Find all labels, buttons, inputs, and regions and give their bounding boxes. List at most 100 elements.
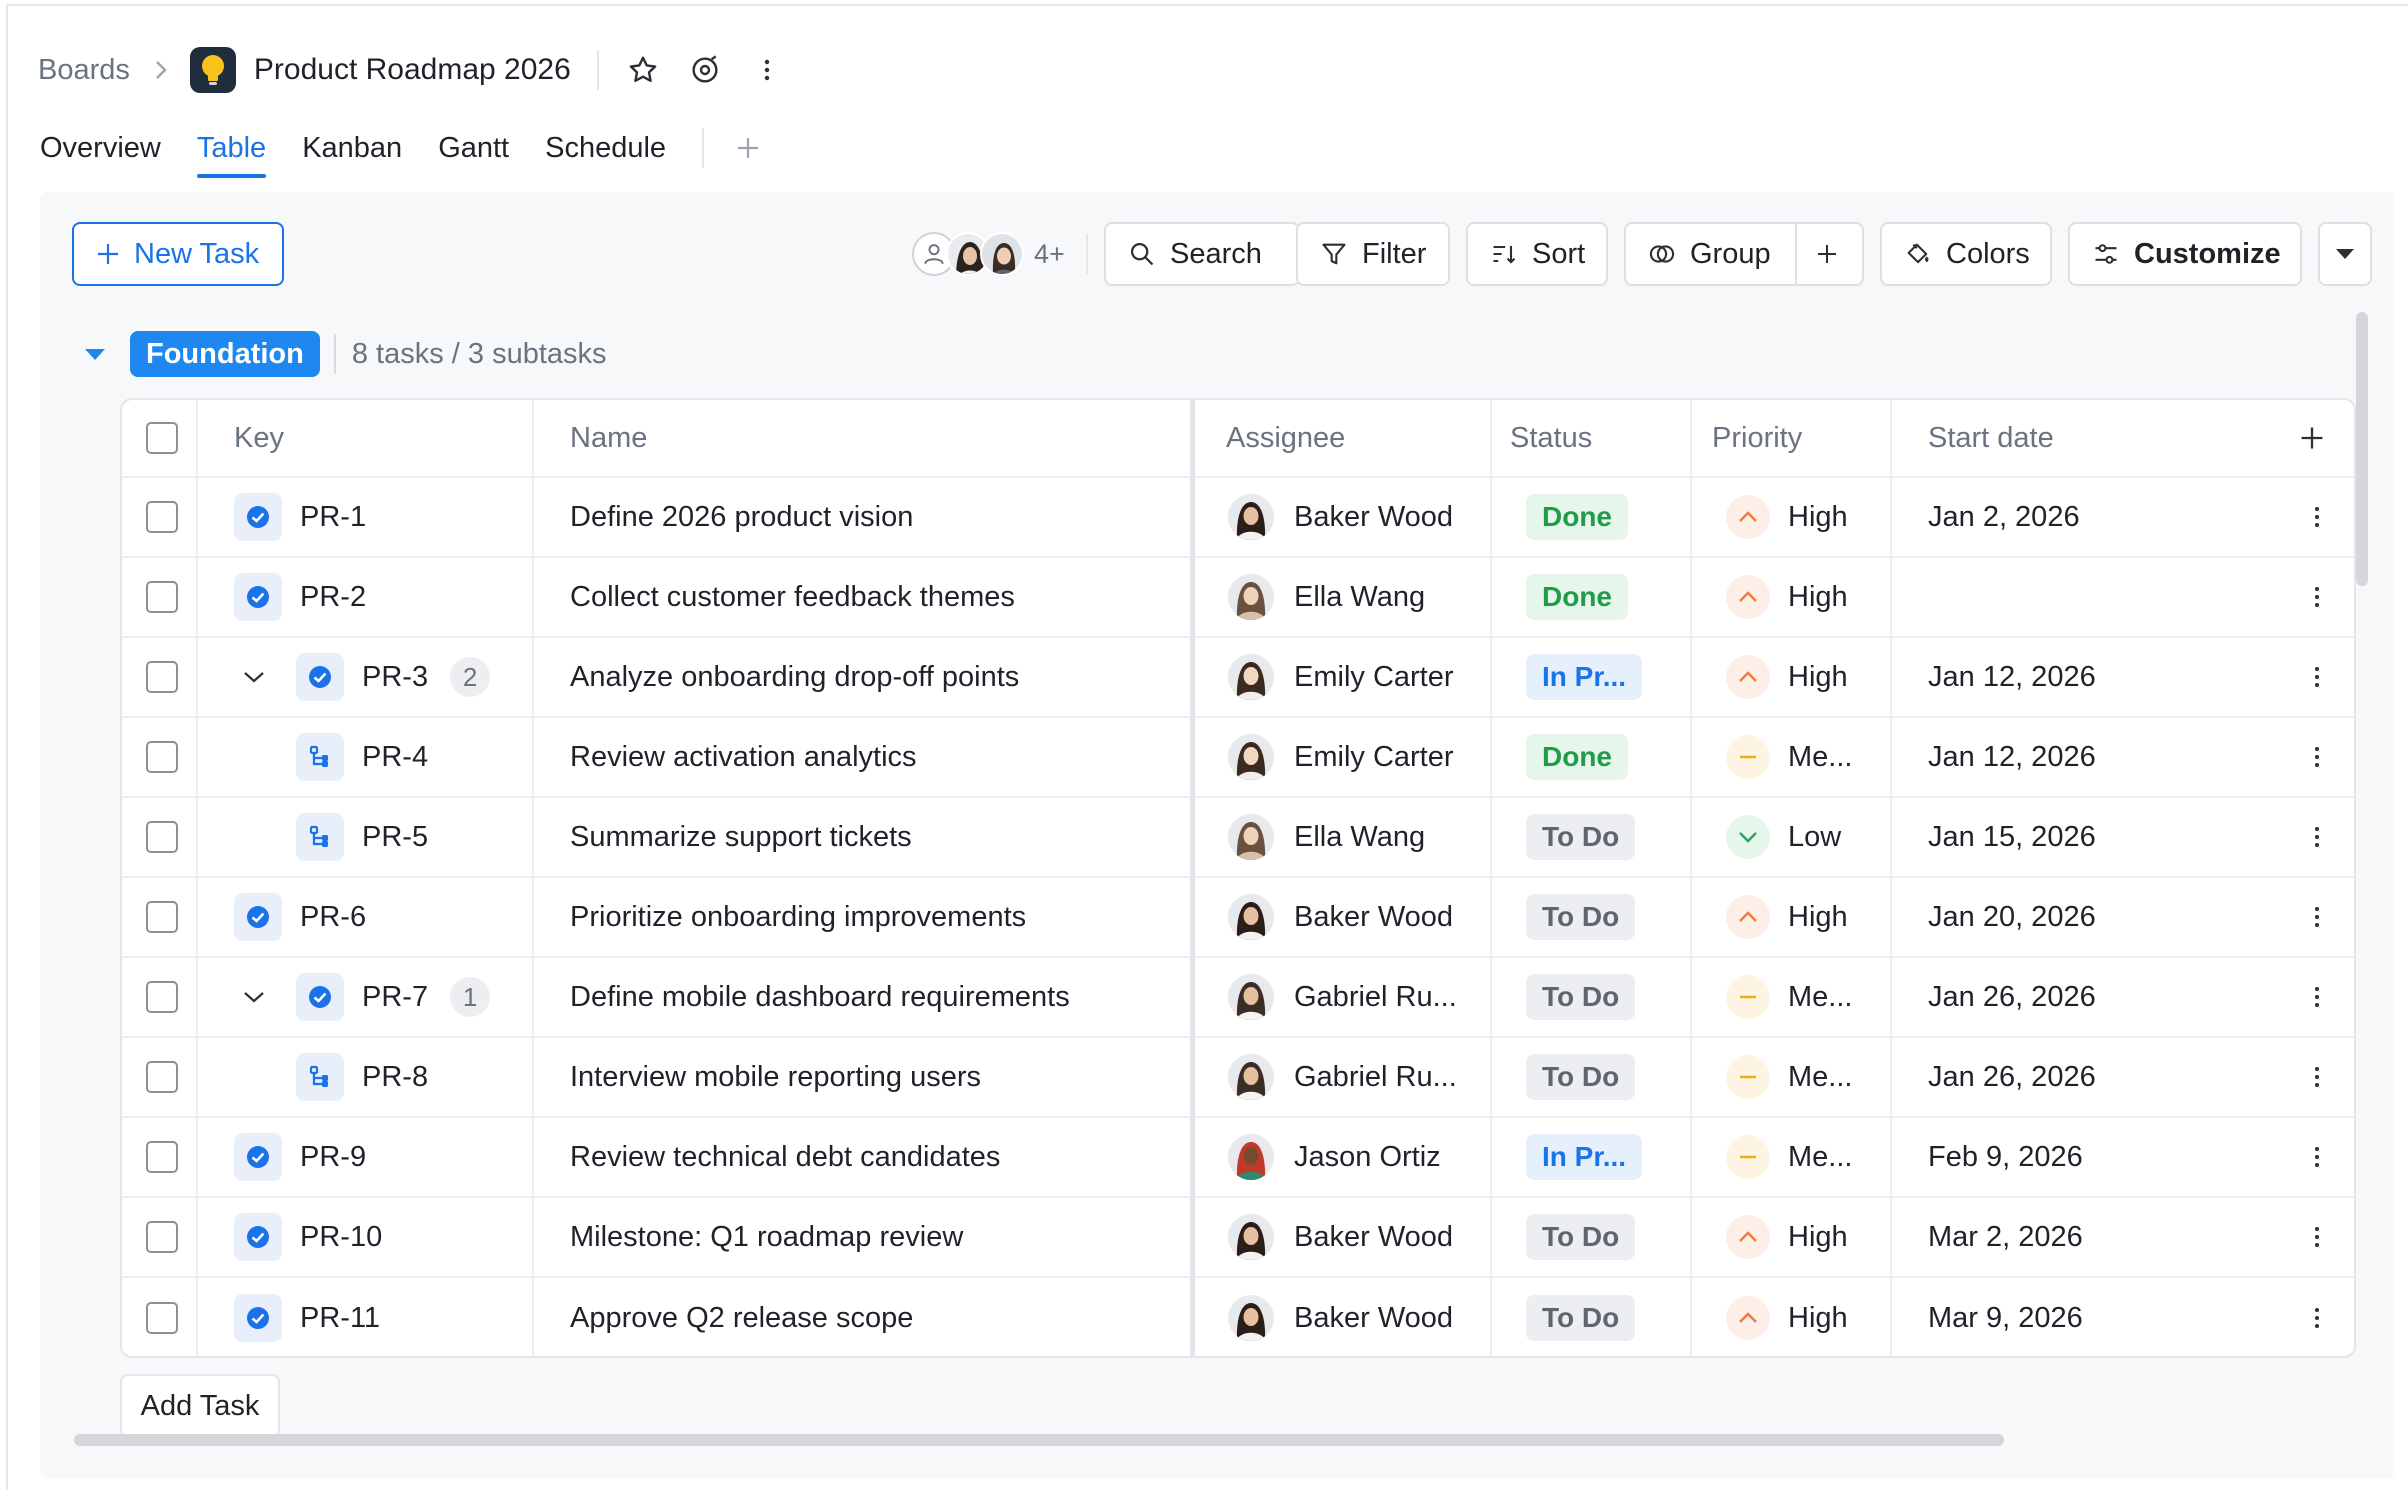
- task-name[interactable]: Review technical debt candidates: [570, 1140, 1001, 1173]
- search-button[interactable]: Search: [1104, 222, 1300, 286]
- start-date[interactable]: Jan 26, 2026: [1928, 980, 2096, 1013]
- table-row[interactable]: PR-4 Review activation analytics Emily Car…: [122, 718, 2354, 798]
- task-name[interactable]: Review activation analytics: [570, 740, 917, 773]
- task-name[interactable]: Collect customer feedback themes: [570, 580, 1015, 613]
- more-options-dropdown[interactable]: [2318, 222, 2372, 286]
- table-row[interactable]: PR-6 Prioritize onboarding improvements Ba…: [122, 878, 2354, 958]
- row-more-icon[interactable]: [2302, 1057, 2332, 1097]
- task-key[interactable]: PR-9: [300, 1140, 367, 1173]
- status-cell[interactable]: Done: [1526, 478, 1628, 556]
- assignee-cell[interactable]: Baker Wood: [1228, 478, 1453, 556]
- row-checkbox[interactable]: [146, 501, 178, 533]
- status-cell[interactable]: To Do: [1526, 1198, 1636, 1276]
- status-cell[interactable]: In Pr...: [1526, 1118, 1643, 1196]
- sort-button[interactable]: Sort: [1466, 222, 1608, 286]
- row-checkbox[interactable]: [146, 1302, 178, 1334]
- group-badge[interactable]: Foundation: [130, 331, 320, 377]
- start-date[interactable]: Feb 9, 2026: [1928, 1140, 2083, 1173]
- column-header-assignee[interactable]: Assignee: [1226, 421, 1346, 454]
- row-checkbox[interactable]: [146, 981, 178, 1013]
- vertical-scrollbar[interactable]: [2356, 312, 2368, 586]
- row-more-icon[interactable]: [2302, 577, 2332, 617]
- task-name[interactable]: Define mobile dashboard requirements: [570, 980, 1070, 1013]
- row-more-icon[interactable]: [2302, 497, 2332, 537]
- status-cell[interactable]: Done: [1526, 718, 1628, 796]
- task-key[interactable]: PR-2: [300, 580, 367, 613]
- priority-cell[interactable]: Me...: [1726, 958, 1852, 1036]
- row-more-icon[interactable]: [2302, 657, 2332, 697]
- assignee-cell[interactable]: Ella Wang: [1228, 798, 1425, 876]
- table-row[interactable]: PR-2 Collect customer feedback themes Ella…: [122, 558, 2354, 638]
- add-task-button[interactable]: Add Task: [120, 1374, 280, 1438]
- task-name[interactable]: Milestone: Q1 roadmap review: [570, 1220, 964, 1253]
- status-cell[interactable]: To Do: [1526, 1038, 1636, 1116]
- task-name[interactable]: Analyze onboarding drop-off points: [570, 660, 1020, 693]
- priority-cell[interactable]: High: [1726, 1198, 1848, 1276]
- start-date[interactable]: Mar 2, 2026: [1928, 1220, 2083, 1253]
- task-key[interactable]: PR-8: [362, 1060, 429, 1093]
- priority-cell[interactable]: High: [1726, 558, 1848, 636]
- group-button[interactable]: Group: [1624, 222, 1864, 286]
- table-row[interactable]: PR-8 Interview mobile reporting users Gabr…: [122, 1038, 2354, 1118]
- row-checkbox[interactable]: [146, 1221, 178, 1253]
- task-key[interactable]: PR-5: [362, 820, 429, 853]
- table-row[interactable]: PR-7 1 Define mobile dashboard requirement…: [122, 958, 2354, 1038]
- tab-table[interactable]: Table: [196, 126, 267, 180]
- row-checkbox[interactable]: [146, 741, 178, 773]
- task-key[interactable]: PR-4: [362, 740, 429, 773]
- assignee-cell[interactable]: Gabriel Ru...: [1228, 958, 1457, 1036]
- start-date[interactable]: Jan 12, 2026: [1928, 740, 2096, 773]
- task-key[interactable]: PR-1: [300, 500, 367, 533]
- row-checkbox[interactable]: [146, 821, 178, 853]
- priority-cell[interactable]: High: [1726, 878, 1848, 956]
- collapse-caret-icon[interactable]: [80, 339, 110, 369]
- status-cell[interactable]: To Do: [1526, 958, 1636, 1036]
- column-header-key[interactable]: Key: [234, 421, 284, 454]
- expand-chevron-icon[interactable]: [234, 657, 274, 697]
- table-row[interactable]: PR-1 Define 2026 product vision Baker Wood…: [122, 478, 2354, 558]
- assignee-cell[interactable]: Emily Carter: [1228, 638, 1454, 716]
- table-row[interactable]: PR-5 Summarize support tickets Ella Wang To…: [122, 798, 2354, 878]
- select-all-checkbox[interactable]: [146, 422, 178, 454]
- table-row[interactable]: PR-11 Approve Q2 release scope Baker Wood T…: [122, 1278, 2354, 1356]
- row-checkbox[interactable]: [146, 661, 178, 693]
- task-name[interactable]: Prioritize onboarding improvements: [570, 900, 1027, 933]
- assignee-cell[interactable]: Gabriel Ru...: [1228, 1038, 1457, 1116]
- row-more-icon[interactable]: [2302, 1217, 2332, 1257]
- tab-gantt[interactable]: Gantt: [438, 132, 510, 164]
- row-more-icon[interactable]: [2302, 737, 2332, 777]
- task-key[interactable]: PR-3: [362, 660, 429, 693]
- start-date[interactable]: Jan 12, 2026: [1928, 660, 2096, 693]
- status-cell[interactable]: In Pr...: [1526, 638, 1643, 716]
- task-name[interactable]: Interview mobile reporting users: [570, 1060, 982, 1093]
- assignee-cell[interactable]: Baker Wood: [1228, 1198, 1453, 1276]
- row-more-icon[interactable]: [2302, 1137, 2332, 1177]
- priority-cell[interactable]: Me...: [1726, 1038, 1852, 1116]
- assignee-cell[interactable]: Baker Wood: [1228, 878, 1453, 956]
- status-cell[interactable]: To Do: [1526, 878, 1636, 956]
- row-more-icon[interactable]: [2302, 897, 2332, 937]
- row-checkbox[interactable]: [146, 901, 178, 933]
- task-name[interactable]: Define 2026 product vision: [570, 500, 914, 533]
- breadcrumb-boards-link[interactable]: Boards: [38, 53, 130, 86]
- start-date[interactable]: Jan 20, 2026: [1928, 900, 2096, 933]
- tab-overview[interactable]: Overview: [40, 132, 161, 164]
- task-key[interactable]: PR-7: [362, 980, 429, 1013]
- column-header-priority[interactable]: Priority: [1712, 421, 1803, 454]
- status-cell[interactable]: To Do: [1526, 798, 1636, 876]
- row-checkbox[interactable]: [146, 1141, 178, 1173]
- more-vertical-icon[interactable]: [745, 48, 789, 92]
- row-more-icon[interactable]: [2302, 1298, 2332, 1338]
- row-more-icon[interactable]: [2302, 817, 2332, 857]
- column-header-start-date[interactable]: Start date: [1928, 421, 2054, 454]
- assignee-cell[interactable]: Ella Wang: [1228, 558, 1425, 636]
- priority-cell[interactable]: Me...: [1726, 1118, 1852, 1196]
- task-key[interactable]: PR-11: [300, 1301, 381, 1334]
- priority-cell[interactable]: High: [1726, 478, 1848, 556]
- priority-cell[interactable]: Me...: [1726, 718, 1852, 796]
- customize-button[interactable]: Customize: [2068, 222, 2302, 286]
- column-header-name[interactable]: Name: [570, 421, 648, 454]
- row-checkbox[interactable]: [146, 1061, 178, 1093]
- table-row[interactable]: PR-3 2 Analyze onboarding drop-off points E…: [122, 638, 2354, 718]
- assignee-cell[interactable]: Emily Carter: [1228, 718, 1454, 796]
